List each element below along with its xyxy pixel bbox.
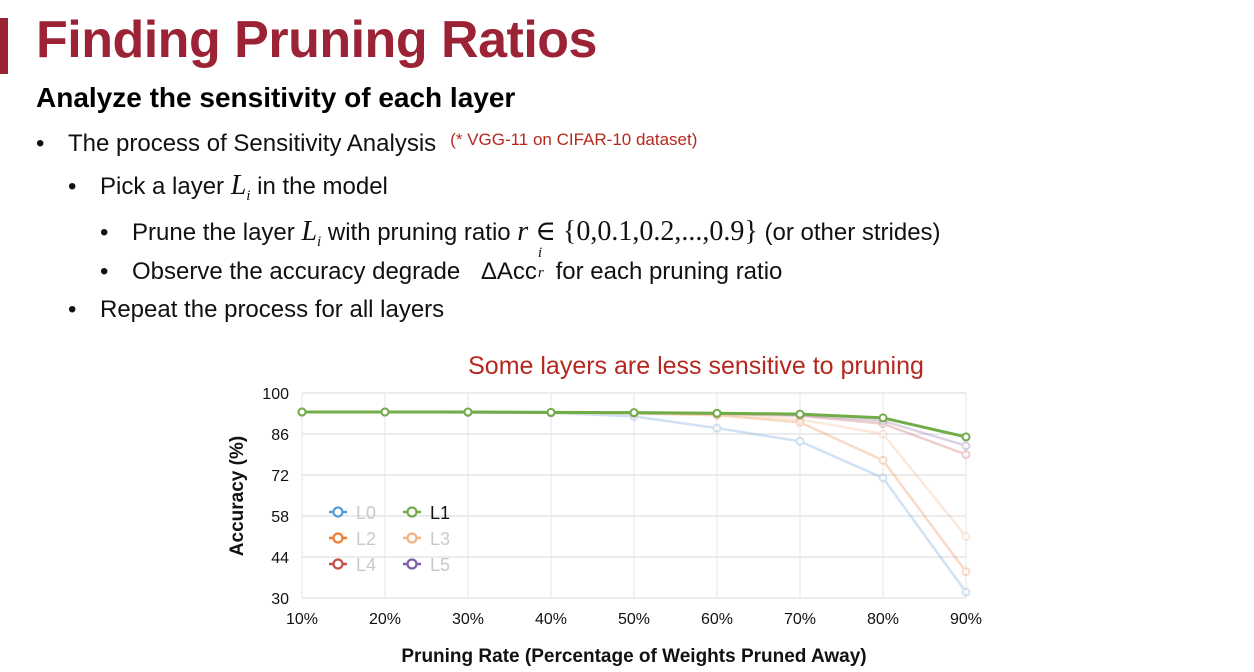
- data-point: [795, 436, 805, 446]
- data-point: [961, 441, 971, 451]
- chart-grid: [301, 392, 967, 599]
- layer-sub: i: [246, 187, 251, 204]
- data-point: [795, 409, 805, 419]
- bullet-prune-layer: • Prune the layer Li with pruning ratio r…: [100, 214, 941, 251]
- legend-item-l2: L2: [329, 529, 376, 549]
- slide-title: Finding Pruning Ratios: [36, 11, 597, 69]
- bullet-prune-mid: with pruning ratio: [321, 219, 518, 246]
- x-tick-label: 20%: [369, 611, 401, 628]
- legend-item-l1: L1: [403, 503, 450, 523]
- legend-swatch-marker: [332, 532, 344, 544]
- layer-var: L: [230, 170, 247, 201]
- data-point: [712, 408, 722, 418]
- x-tick-label: 60%: [701, 611, 733, 628]
- data-point: [961, 567, 971, 577]
- ratio-var: r: [517, 216, 529, 247]
- x-tick-label: 90%: [950, 611, 982, 628]
- legend-item-l4: L4: [329, 555, 376, 575]
- x-tick-label: 80%: [867, 611, 899, 628]
- y-tick-label: 86: [271, 427, 289, 444]
- y-tick-label: 58: [271, 509, 289, 526]
- x-tick-label: 40%: [535, 611, 567, 628]
- delta-acc: ΔAcc: [480, 258, 537, 285]
- x-axis-label: Pruning Rate (Percentage of Weights Prun…: [401, 646, 866, 667]
- bullet-dot: •: [100, 258, 109, 285]
- legend-label: L1: [430, 503, 450, 523]
- data-point: [961, 587, 971, 597]
- title-accent-bar: [0, 18, 8, 74]
- data-point: [297, 407, 307, 417]
- x-tick-label: 50%: [618, 611, 650, 628]
- data-point: [878, 413, 888, 423]
- series-l1: [297, 407, 971, 442]
- bullet-pick-post: in the model: [250, 173, 388, 200]
- bullet-repeat-text: Repeat the process for all layers: [100, 296, 445, 323]
- x-axis-ticks: 10% 20% 30% 40% 50% 60% 70% 80% 90%: [286, 611, 982, 628]
- legend-swatch-marker: [332, 558, 344, 570]
- dataset-note: (* VGG-11 on CIFAR-10 dataset): [450, 130, 698, 149]
- bullet-dot: •: [36, 130, 45, 157]
- bullet-observe-pre: Observe the accuracy degrade: [132, 258, 467, 285]
- layer-sub: i: [317, 233, 322, 250]
- bullet-observe-post: for each pruning ratio: [548, 258, 783, 285]
- bullet-dot: •: [68, 173, 77, 200]
- y-tick-label: 72: [271, 468, 289, 485]
- delta-sup: i: [537, 245, 543, 261]
- data-point: [961, 432, 971, 442]
- slide-subtitle: Analyze the sensitivity of each layer: [36, 82, 516, 113]
- data-point: [878, 429, 888, 439]
- data-point: [961, 532, 971, 541]
- legend-item-l5: L5: [403, 555, 450, 575]
- legend-label: L2: [356, 529, 376, 549]
- ratio-set: ∈ {0,0.1,0.2,...,0.9}: [528, 216, 758, 247]
- sensitivity-chart: Some layers are less sensitive to prunin…: [227, 352, 982, 667]
- legend-swatch-marker: [406, 506, 418, 518]
- delta-sub: r: [537, 265, 544, 281]
- bullet-repeat: • Repeat the process for all layers: [68, 296, 444, 324]
- x-tick-label: 30%: [452, 611, 484, 628]
- bullet-dot: •: [100, 219, 109, 246]
- x-tick-label: 10%: [286, 611, 318, 628]
- data-point: [878, 455, 888, 465]
- data-point: [878, 473, 888, 483]
- bullet-process-text: The process of Sensitivity Analysis: [68, 130, 437, 157]
- legend-swatch-marker: [332, 506, 344, 518]
- bullet-observe: • Observe the accuracy degrade ΔAcc i r for…: [100, 245, 783, 286]
- data-point: [795, 417, 805, 427]
- data-point: [546, 407, 556, 417]
- bullet-dot: •: [68, 296, 77, 323]
- bullet-pick-pre: Pick a layer: [100, 173, 231, 200]
- data-point: [961, 450, 971, 459]
- data-point: [629, 408, 639, 418]
- legend-swatch-marker: [406, 532, 418, 544]
- y-tick-label: 100: [262, 386, 289, 403]
- y-axis-ticks: 100 86 72 58 44 30: [262, 386, 289, 608]
- legend-label: L4: [356, 555, 376, 575]
- bullet-process: • The process of Sensitivity Analysis (* V…: [36, 130, 697, 158]
- y-tick-label: 30: [271, 591, 289, 608]
- data-point: [463, 407, 473, 417]
- legend-label: L0: [356, 503, 376, 523]
- bullet-prune-pre: Prune the layer: [132, 219, 302, 246]
- layer-var: L: [301, 216, 318, 247]
- x-tick-label: 70%: [784, 611, 816, 628]
- legend-item-l0: L0: [329, 503, 376, 523]
- series-lines: [297, 407, 971, 597]
- y-tick-label: 44: [271, 550, 289, 567]
- legend-label: L3: [430, 529, 450, 549]
- legend-swatch-marker: [406, 558, 418, 570]
- data-point: [712, 423, 722, 433]
- legend-item-l3: L3: [403, 529, 450, 549]
- chart-legend: L0 L1 L2 L3 L4 L5: [329, 503, 450, 575]
- bullet-prune-post: (or other strides): [757, 219, 941, 246]
- chart-title: Some layers are less sensitive to prunin…: [468, 352, 924, 380]
- legend-label: L5: [430, 555, 450, 575]
- data-point: [380, 407, 390, 417]
- y-axis-label: Accuracy (%): [227, 436, 248, 556]
- bullet-pick-layer: • Pick a layer Li in the model: [68, 170, 388, 205]
